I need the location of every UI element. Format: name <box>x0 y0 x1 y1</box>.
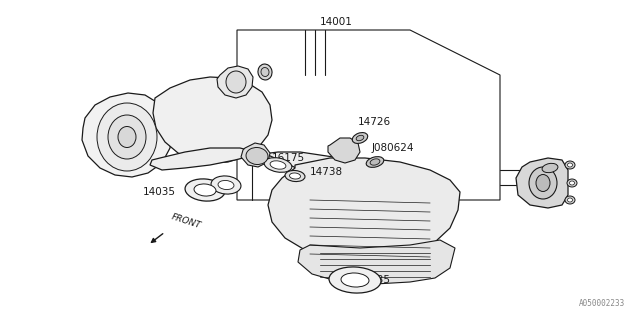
Ellipse shape <box>366 156 384 167</box>
Text: 14738: 14738 <box>310 167 343 177</box>
Ellipse shape <box>118 126 136 148</box>
Ellipse shape <box>226 71 246 93</box>
Polygon shape <box>217 66 253 98</box>
Text: 16175: 16175 <box>272 153 305 163</box>
Ellipse shape <box>570 181 575 185</box>
Ellipse shape <box>108 115 146 159</box>
Ellipse shape <box>568 163 573 167</box>
Ellipse shape <box>289 173 301 179</box>
Polygon shape <box>153 77 272 163</box>
Text: 14035: 14035 <box>143 187 176 197</box>
Ellipse shape <box>542 163 558 173</box>
Ellipse shape <box>264 158 292 172</box>
Ellipse shape <box>529 167 557 199</box>
Text: 14035: 14035 <box>358 275 391 285</box>
Polygon shape <box>328 138 360 163</box>
Text: A050002233: A050002233 <box>579 299 625 308</box>
Ellipse shape <box>185 179 225 201</box>
Ellipse shape <box>211 176 241 194</box>
Ellipse shape <box>536 174 550 191</box>
Ellipse shape <box>246 148 268 164</box>
Ellipse shape <box>567 179 577 187</box>
Ellipse shape <box>352 132 368 143</box>
Polygon shape <box>516 158 568 208</box>
Ellipse shape <box>218 180 234 189</box>
Polygon shape <box>241 143 270 167</box>
Ellipse shape <box>285 171 305 181</box>
Polygon shape <box>150 148 375 190</box>
Polygon shape <box>82 93 172 177</box>
Text: J080624: J080624 <box>372 143 415 153</box>
Ellipse shape <box>565 196 575 204</box>
Text: 14001: 14001 <box>320 17 353 27</box>
Ellipse shape <box>194 184 216 196</box>
Ellipse shape <box>258 64 272 80</box>
Polygon shape <box>268 158 460 260</box>
Polygon shape <box>237 30 500 200</box>
Ellipse shape <box>261 68 269 76</box>
Ellipse shape <box>568 198 573 202</box>
Ellipse shape <box>270 161 286 169</box>
Ellipse shape <box>370 159 380 165</box>
Text: 14726: 14726 <box>358 117 391 127</box>
Ellipse shape <box>329 267 381 293</box>
Text: FRONT: FRONT <box>170 212 202 230</box>
Polygon shape <box>298 240 455 284</box>
Ellipse shape <box>565 161 575 169</box>
Ellipse shape <box>97 103 157 171</box>
Ellipse shape <box>341 273 369 287</box>
Ellipse shape <box>356 135 364 141</box>
